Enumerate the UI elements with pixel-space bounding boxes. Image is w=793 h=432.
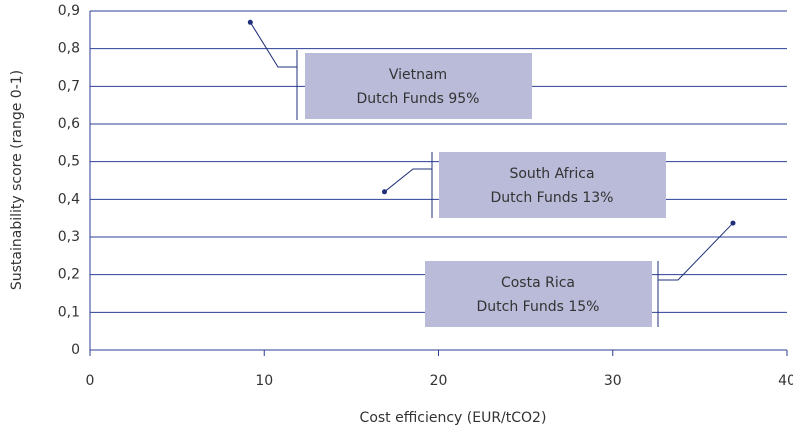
y-tick-label: 0	[71, 342, 80, 358]
point	[247, 19, 253, 25]
y-tick-label: 0,9	[58, 3, 80, 19]
leader-line	[384, 168, 432, 193]
y-tick-label: 0,7	[58, 78, 80, 94]
point	[730, 220, 736, 226]
x-axis-label: Cost efficiency (EUR/tCO2)	[360, 410, 547, 426]
y-axis-label: Sustainability score (range 0-1)	[9, 70, 25, 290]
annotation-box	[425, 261, 652, 327]
y-tick-label: 0,1	[58, 304, 80, 320]
annotation-box	[439, 152, 666, 218]
annotation-text: Dutch Funds 15%	[477, 299, 600, 315]
leader-line	[658, 222, 734, 281]
annotation-text: South Africa	[509, 166, 594, 182]
y-tick-label: 0,3	[58, 229, 80, 245]
y-tick-label: 0,2	[58, 267, 80, 283]
x-tick-label: 0	[86, 373, 95, 389]
x-tick-label: 40	[778, 373, 793, 389]
annotation-text: Dutch Funds 95%	[357, 91, 480, 107]
annotation-text: Costa Rica	[501, 275, 575, 291]
x-tick-label: 10	[255, 373, 273, 389]
leader-line	[249, 22, 297, 68]
point	[381, 189, 387, 195]
y-tick-label: 0,5	[58, 154, 80, 170]
y-tick-label: 0,8	[58, 41, 80, 57]
annotation-box	[305, 53, 532, 119]
x-tick-label: 30	[604, 373, 622, 389]
annotation-text: Vietnam	[389, 67, 447, 83]
y-tick-label: 0,6	[58, 116, 80, 132]
y-tick-label: 0,4	[58, 191, 80, 207]
x-tick-label: 20	[430, 373, 448, 389]
annotation-text: Dutch Funds 13%	[491, 190, 614, 206]
